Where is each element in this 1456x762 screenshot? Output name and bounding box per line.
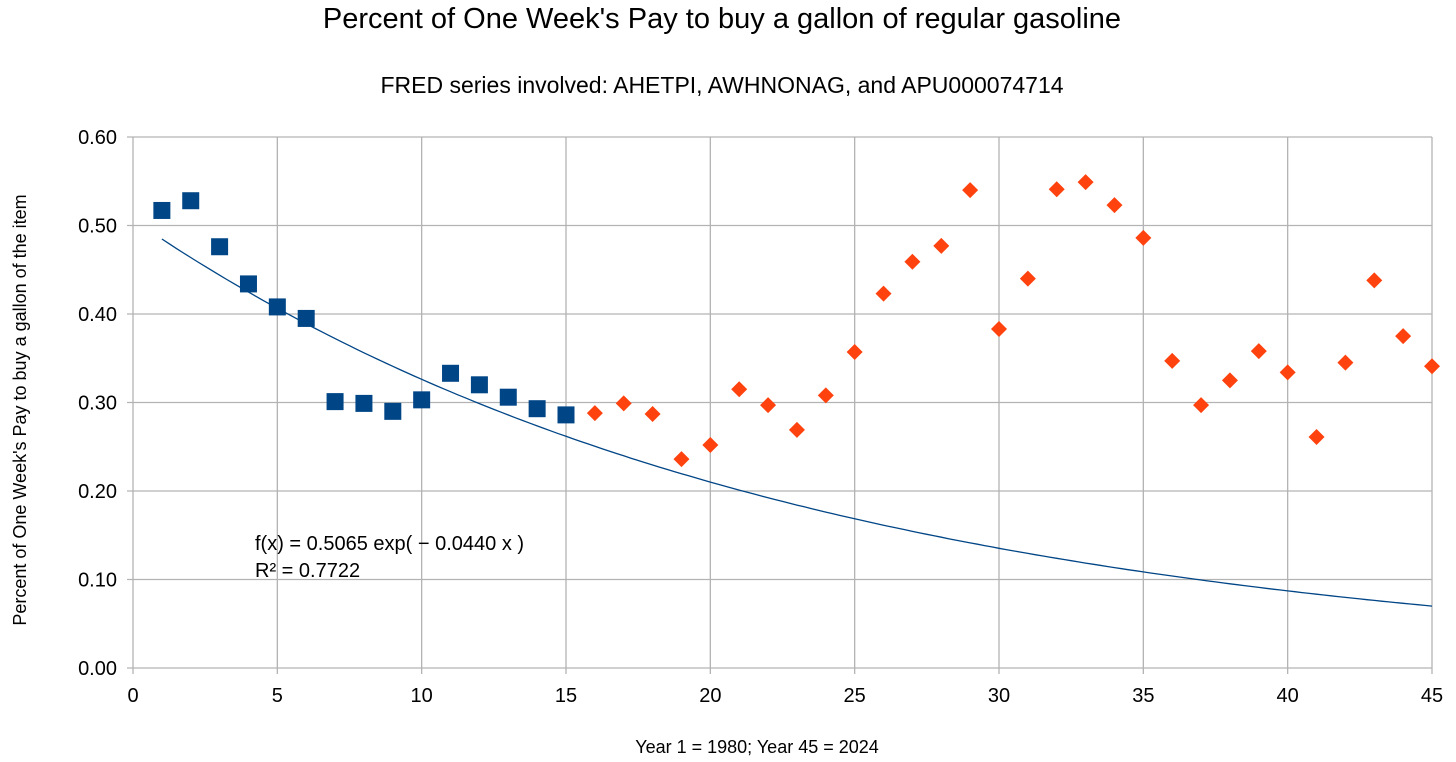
diamond-point — [760, 397, 777, 414]
square-point — [239, 275, 257, 293]
diamond-point — [1077, 174, 1094, 191]
x-tick-label: 0 — [127, 685, 138, 707]
y-tick-label: 0.50 — [78, 216, 117, 238]
diamond-point — [1250, 343, 1267, 360]
diamond-point — [1019, 270, 1036, 287]
diamond-point — [1106, 197, 1123, 214]
trend-equation: f(x) = 0.5065 exp( − 0.0440 x ) — [255, 533, 524, 555]
diamond-point — [673, 451, 690, 468]
diamond-point — [991, 321, 1007, 338]
diamond-point — [1048, 181, 1065, 198]
square-point — [153, 201, 171, 219]
diamond-point — [644, 406, 661, 423]
x-axis-label: Year 1 = 1980; Year 45 = 2024 — [635, 737, 879, 757]
diamond-point — [846, 344, 863, 361]
square-point — [442, 364, 460, 382]
square-point — [557, 406, 575, 424]
diamond-point — [615, 395, 632, 412]
square-point — [355, 394, 373, 412]
square-point — [499, 388, 517, 406]
diamond-point — [933, 237, 950, 254]
square-point — [182, 192, 200, 210]
diamond-point — [904, 253, 921, 270]
chart-subtitle: FRED series involved: AHETPI, AWHNONAG, … — [380, 72, 1063, 98]
diamond-point — [817, 387, 834, 404]
diamond-point — [1221, 372, 1238, 389]
square-point — [326, 393, 344, 411]
trendline-path — [161, 238, 1433, 607]
square-point — [384, 402, 402, 420]
diamond-point — [1135, 229, 1152, 246]
x-tick-label: 40 — [1277, 685, 1299, 707]
y-tick-label: 0.00 — [78, 658, 117, 680]
y-tick-label: 0.20 — [78, 481, 117, 503]
x-tick-label: 35 — [1132, 685, 1154, 707]
diamond-point — [1337, 354, 1354, 371]
diamond-point — [1366, 272, 1383, 289]
diamond-point — [586, 405, 603, 422]
y-tick-label: 0.30 — [78, 393, 117, 415]
square-point — [211, 238, 229, 256]
square-point — [470, 376, 488, 394]
diamond-point — [788, 421, 805, 438]
square-point — [528, 400, 546, 418]
diamond-point — [1395, 328, 1412, 345]
diamond-point — [875, 285, 892, 302]
trend-r-squared: R² = 0.7722 — [255, 560, 360, 582]
y-axis-label: Percent of One Week's Pay to buy a gallo… — [10, 194, 30, 625]
x-tick-label: 10 — [411, 685, 433, 707]
square-point — [297, 309, 315, 327]
diamond-point — [1308, 429, 1325, 446]
chart-title: Percent of One Week's Pay to buy a gallo… — [323, 3, 1121, 35]
y-tick-label: 0.60 — [78, 127, 117, 149]
diamond-point — [1424, 358, 1440, 375]
tick-labels: 0 5 10 15 20 25 30 35 40 45 0.00 0.10 0.20 0.30 0.40 0.… — [78, 127, 1443, 707]
diamond-point — [962, 182, 979, 199]
x-tick-label: 20 — [699, 685, 721, 707]
x-tick-label: 25 — [844, 685, 866, 707]
square-point — [268, 298, 286, 316]
trendline — [161, 238, 1433, 607]
y-tick-label: 0.40 — [78, 304, 117, 326]
x-tick-label: 45 — [1421, 685, 1443, 707]
x-tick-label: 15 — [555, 685, 577, 707]
x-tick-label: 5 — [272, 685, 283, 707]
diamond-point — [702, 436, 719, 453]
diamond-point — [731, 381, 748, 398]
x-tick-label: 30 — [988, 685, 1010, 707]
diamond-point — [1279, 364, 1296, 381]
square-point — [413, 391, 431, 409]
y-tick-label: 0.10 — [78, 570, 117, 592]
data-points — [153, 174, 1440, 468]
diamond-point — [1164, 352, 1181, 369]
diamond-point — [1193, 397, 1210, 414]
grid — [127, 136, 1433, 674]
